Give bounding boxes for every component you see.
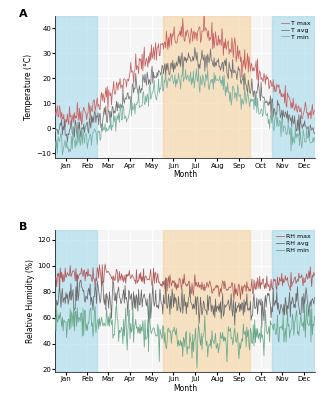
Bar — [163, 16, 250, 158]
Legend: T max, T avg, T min: T max, T avg, T min — [280, 19, 312, 41]
T avg — [109, 109, 113, 114]
T max — [159, 41, 162, 46]
Text: A: A — [19, 9, 28, 19]
T max — [277, 82, 281, 87]
T max — [313, 108, 317, 113]
Bar — [55, 16, 97, 158]
Bar — [163, 230, 250, 372]
T avg — [159, 73, 162, 78]
Line: T avg: T avg — [55, 48, 315, 142]
T max — [157, 53, 161, 58]
RH avg — [157, 298, 161, 303]
T min — [313, 135, 317, 140]
RH max — [159, 283, 162, 288]
T min — [159, 87, 162, 92]
Line: RH avg: RH avg — [55, 276, 315, 328]
T max — [202, 8, 206, 13]
T min — [302, 132, 306, 136]
RH min — [157, 359, 161, 364]
T avg — [157, 69, 161, 74]
RH avg — [53, 298, 57, 302]
T min — [125, 116, 129, 121]
T max — [302, 110, 306, 114]
RH min — [277, 340, 281, 344]
RH min — [159, 331, 162, 336]
RH min — [124, 333, 128, 338]
X-axis label: Month: Month — [173, 170, 197, 179]
T avg — [65, 140, 69, 144]
Line: RH min: RH min — [55, 304, 315, 368]
T min — [53, 139, 57, 144]
RH min — [195, 366, 199, 370]
T avg — [277, 102, 281, 106]
RH min — [147, 302, 151, 306]
T avg — [193, 45, 197, 50]
RH avg — [277, 308, 281, 312]
RH max — [125, 274, 129, 279]
RH max — [277, 282, 281, 287]
T min — [109, 115, 113, 120]
RH max — [109, 273, 113, 278]
RH min — [53, 315, 57, 320]
RH max — [313, 273, 317, 278]
RH max — [302, 276, 306, 280]
T avg — [125, 92, 129, 96]
Legend: RH max, RH avg, RH min: RH max, RH avg, RH min — [275, 233, 312, 254]
RH min — [313, 314, 317, 319]
Y-axis label: Relative Humidity (%): Relative Humidity (%) — [26, 259, 35, 343]
T avg — [53, 130, 57, 134]
Line: RH max: RH max — [55, 264, 315, 299]
RH max — [157, 279, 161, 284]
T max — [109, 90, 113, 95]
Bar — [272, 16, 315, 158]
T avg — [313, 132, 317, 136]
Y-axis label: Temperature (°C): Temperature (°C) — [24, 54, 33, 120]
T max — [53, 109, 57, 114]
X-axis label: Month: Month — [173, 384, 197, 392]
T min — [157, 91, 161, 96]
RH avg — [260, 325, 264, 330]
RH max — [53, 276, 57, 281]
T min — [181, 64, 185, 69]
T min — [277, 124, 281, 129]
T min — [60, 152, 64, 157]
RH avg — [125, 300, 129, 305]
T max — [125, 78, 129, 82]
RH avg — [159, 297, 162, 302]
RH min — [302, 328, 306, 333]
T max — [62, 126, 66, 130]
RH max — [232, 297, 236, 302]
RH min — [108, 310, 112, 315]
RH max — [103, 262, 107, 266]
Line: T max: T max — [55, 10, 315, 128]
RH avg — [313, 295, 317, 300]
T avg — [302, 124, 306, 129]
RH avg — [109, 303, 113, 308]
Line: T min: T min — [55, 66, 315, 155]
RH avg — [75, 274, 79, 279]
Bar — [272, 230, 315, 372]
Text: B: B — [19, 222, 27, 232]
RH avg — [302, 291, 306, 296]
Bar — [55, 230, 97, 372]
